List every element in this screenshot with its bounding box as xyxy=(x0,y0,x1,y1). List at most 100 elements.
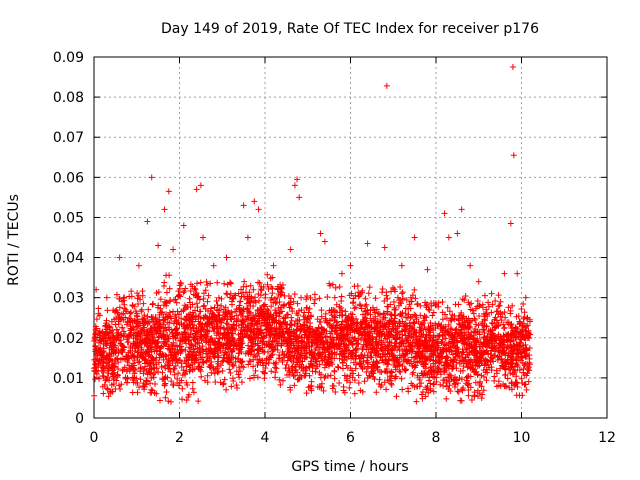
dense-point xyxy=(241,293,248,300)
dense-point xyxy=(224,316,231,323)
dense-point xyxy=(320,327,327,334)
dense-point xyxy=(115,321,122,328)
roti-point xyxy=(165,188,172,195)
dense-point xyxy=(412,295,419,302)
roti-point xyxy=(129,302,136,309)
dense-point xyxy=(388,380,395,387)
dense-point xyxy=(195,398,202,405)
dense-point xyxy=(290,328,297,335)
dense-point xyxy=(133,323,140,330)
dense-point xyxy=(295,307,302,314)
dense-point xyxy=(526,345,533,352)
dense-point xyxy=(477,378,484,385)
dense-point xyxy=(168,378,175,385)
dense-point xyxy=(286,371,293,378)
dense-point xyxy=(303,390,310,397)
dense-point xyxy=(333,343,340,350)
dense-point xyxy=(343,319,350,326)
dense-point xyxy=(465,392,472,399)
dense-point xyxy=(167,297,174,304)
roti-point xyxy=(424,266,431,273)
dense-point xyxy=(326,342,333,349)
dense-point xyxy=(351,335,358,342)
dense-point xyxy=(272,374,279,381)
dense-point xyxy=(438,325,445,332)
dense-point xyxy=(323,333,330,340)
dense-point xyxy=(112,342,119,349)
dense-point xyxy=(414,336,421,343)
roti-point xyxy=(514,270,521,277)
dense-point xyxy=(386,331,393,338)
dense-point xyxy=(170,382,177,389)
dense-point xyxy=(471,337,478,344)
dense-point xyxy=(119,367,126,374)
dense-point xyxy=(423,386,430,393)
dense-point xyxy=(214,369,221,376)
dense-point xyxy=(430,381,437,388)
dense-point xyxy=(500,325,507,332)
dense-point xyxy=(476,302,483,309)
dense-point xyxy=(513,313,520,320)
dense-point xyxy=(116,304,123,311)
dense-point xyxy=(247,282,254,289)
dense-point xyxy=(470,310,477,317)
dense-point xyxy=(382,368,389,375)
dense-point xyxy=(380,310,387,317)
dense-point xyxy=(407,343,414,350)
dense-point xyxy=(226,294,233,301)
dense-point xyxy=(182,370,189,377)
dense-point xyxy=(348,290,355,297)
dense-point xyxy=(351,390,358,397)
dense-point xyxy=(211,370,218,377)
dense-point xyxy=(406,301,413,308)
dense-point xyxy=(436,359,443,366)
dense-point xyxy=(211,304,218,311)
dense-point xyxy=(326,280,333,287)
dense-point xyxy=(296,316,303,323)
dense-point xyxy=(356,330,363,337)
dense-point xyxy=(405,388,412,395)
dense-point xyxy=(148,365,155,372)
dense-point xyxy=(199,323,206,330)
dense-point xyxy=(406,325,413,332)
dense-point xyxy=(267,334,274,341)
dense-point xyxy=(287,339,294,346)
dense-point xyxy=(346,384,353,391)
dense-point xyxy=(260,368,267,375)
dense-point xyxy=(461,342,468,349)
dense-point xyxy=(287,321,294,328)
y-axis-label: ROTI / TECUs xyxy=(6,194,22,286)
dense-point xyxy=(203,350,210,357)
dense-point xyxy=(223,320,230,327)
dense-point xyxy=(350,370,357,377)
dense-point xyxy=(291,382,298,389)
dense-point xyxy=(523,315,530,322)
dense-point xyxy=(329,361,336,368)
dense-point xyxy=(116,314,123,321)
dense-point xyxy=(284,311,291,318)
dense-point xyxy=(477,354,484,361)
dense-point xyxy=(108,328,115,335)
dense-point xyxy=(303,305,310,312)
dense-point xyxy=(247,358,254,365)
dense-point xyxy=(242,350,249,357)
roti-point xyxy=(135,262,142,269)
dense-point xyxy=(166,272,173,279)
dense-point xyxy=(283,352,290,359)
dense-point xyxy=(348,317,355,324)
dense-point xyxy=(525,366,532,373)
dense-point xyxy=(204,320,211,327)
dense-point xyxy=(443,377,450,384)
dense-point xyxy=(421,370,428,377)
dense-point xyxy=(103,354,110,361)
dense-point xyxy=(472,362,479,369)
dense-point xyxy=(287,301,294,308)
dense-point xyxy=(99,356,106,363)
dense-point xyxy=(435,299,442,306)
dense-point xyxy=(337,304,344,311)
dense-point xyxy=(485,303,492,310)
dense-point xyxy=(393,357,400,364)
dense-point xyxy=(274,331,281,338)
dense-point xyxy=(526,361,533,368)
dense-point xyxy=(402,352,409,359)
